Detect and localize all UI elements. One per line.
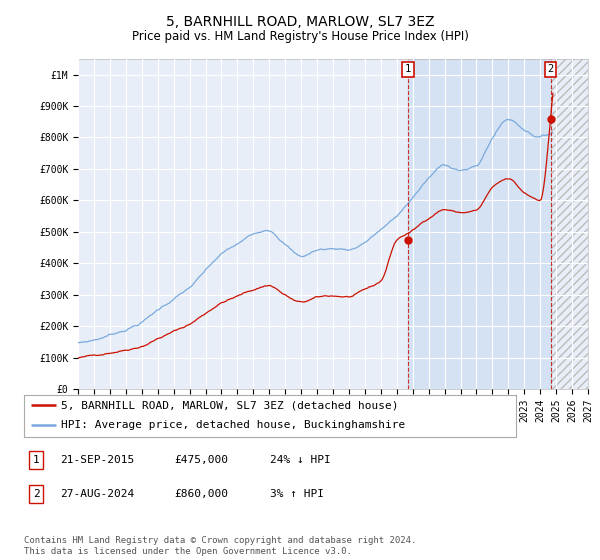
Text: 3% ↑ HPI: 3% ↑ HPI (270, 489, 324, 499)
Text: 24% ↓ HPI: 24% ↓ HPI (270, 455, 331, 465)
Text: £475,000: £475,000 (174, 455, 228, 465)
Text: HPI: Average price, detached house, Buckinghamshire: HPI: Average price, detached house, Buck… (61, 420, 405, 430)
Text: 2: 2 (32, 489, 40, 499)
Bar (551, 59, 588, 389)
Text: 27-AUG-2024: 27-AUG-2024 (60, 489, 134, 499)
Text: 21-SEP-2015: 21-SEP-2015 (60, 455, 134, 465)
Text: 1: 1 (32, 455, 40, 465)
Bar (408, 59, 551, 389)
Text: 1: 1 (405, 64, 412, 74)
Text: Contains HM Land Registry data © Crown copyright and database right 2024.
This d: Contains HM Land Registry data © Crown c… (24, 536, 416, 556)
Bar (551, 59, 588, 389)
Text: Price paid vs. HM Land Registry's House Price Index (HPI): Price paid vs. HM Land Registry's House … (131, 30, 469, 43)
Text: £860,000: £860,000 (174, 489, 228, 499)
Text: 2: 2 (547, 64, 554, 74)
Text: 5, BARNHILL ROAD, MARLOW, SL7 3EZ: 5, BARNHILL ROAD, MARLOW, SL7 3EZ (166, 15, 434, 29)
Text: 5, BARNHILL ROAD, MARLOW, SL7 3EZ (detached house): 5, BARNHILL ROAD, MARLOW, SL7 3EZ (detac… (61, 400, 398, 410)
